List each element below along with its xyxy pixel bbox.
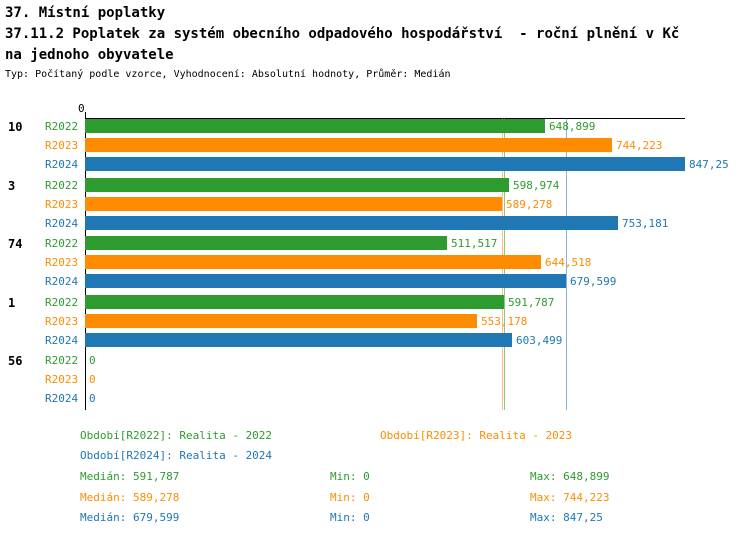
series-label-r2023: R2023 <box>45 198 79 211</box>
bar-r2022 <box>85 236 447 250</box>
value-label-r2022: 598,974 <box>513 179 560 192</box>
stat-max: Max: 648,899 <box>530 470 610 483</box>
series-label-r2022: R2022 <box>45 354 79 367</box>
series-label-r2023: R2023 <box>45 315 79 328</box>
legend-item-1: Období[R2022]: Realita - 2022 <box>80 429 273 442</box>
value-label-r2022: 591,787 <box>508 296 555 309</box>
bar-r2022 <box>85 119 545 133</box>
series-label-r2023: R2023 <box>45 373 79 386</box>
value-label-r2024: 603,499 <box>516 334 563 347</box>
series-label-r2023: R2023 <box>45 139 79 152</box>
stat-median: Medián: 591,787 <box>80 470 180 483</box>
stat-max: Max: 847,25 <box>530 511 603 524</box>
value-label-r2023: 644,518 <box>545 256 592 269</box>
x-axis-zero-label: 0 <box>78 102 85 115</box>
category-label: 1 <box>8 296 16 310</box>
series-label-r2022: R2022 <box>45 237 79 250</box>
legend-item-3: Období[R2024]: Realita - 2024 <box>80 449 273 462</box>
value-label-r2024: 847,25 <box>689 158 729 171</box>
category-label: 10 <box>8 120 23 134</box>
bar-r2024 <box>85 157 685 171</box>
value-label-r2023: 744,223 <box>616 139 663 152</box>
median-line-r2024 <box>566 118 567 410</box>
value-label-r2022: 648,899 <box>549 120 596 133</box>
series-label-r2024: R2024 <box>45 392 79 405</box>
value-label-r2024: 679,599 <box>570 275 617 288</box>
bar-r2022 <box>85 178 509 192</box>
series-label-r2022: R2022 <box>45 179 79 192</box>
bar-r2023 <box>85 197 502 211</box>
series-label-r2024: R2024 <box>45 158 79 171</box>
bar-r2024 <box>85 333 512 347</box>
stat-median: Medián: 679,599 <box>80 511 180 524</box>
bar-r2022 <box>85 295 504 309</box>
bar-r2024 <box>85 216 618 230</box>
value-label-r2022: 511,517 <box>451 237 498 250</box>
value-label-r2024: 753,181 <box>622 217 669 230</box>
bar-chart: 0 10 R2022 648,899 R2023 744,223 R2024 847,25 3 R… <box>8 102 729 410</box>
category-label: 3 <box>8 179 16 193</box>
series-label-r2022: R2022 <box>45 296 79 309</box>
category-label: 74 <box>8 237 23 251</box>
value-label-r2023: 553,178 <box>481 315 528 328</box>
report-meta: Typ: Počítaný podle vzorce, Vyhodnocení:… <box>5 69 451 80</box>
legend-item-2: Období[R2023]: Realita - 2023 <box>380 429 573 442</box>
report-subtitle-line2: na jednoho obyvatele <box>5 47 174 63</box>
value-label-r2023: 589,278 <box>506 198 553 211</box>
bar-r2023 <box>85 314 477 328</box>
report-subtitle-line1: 37.11.2 Poplatek za systém obecního odpa… <box>5 26 680 42</box>
series-label-r2022: R2022 <box>45 120 79 133</box>
report-title: 37. Místní poplatky <box>5 5 166 21</box>
stat-min: Min: 0 <box>330 511 370 524</box>
stat-min: Min: 0 <box>330 470 370 483</box>
stat-median: Medián: 589,278 <box>80 491 180 504</box>
stat-max: Max: 744,223 <box>530 491 610 504</box>
bar-r2024 <box>85 274 566 288</box>
bar-r2023 <box>85 255 541 269</box>
stat-min: Min: 0 <box>330 491 370 504</box>
series-label-r2024: R2024 <box>45 275 79 288</box>
series-label-r2024: R2024 <box>45 334 79 347</box>
x-axis-line <box>85 118 685 119</box>
bar-r2023 <box>85 138 612 152</box>
category-label: 56 <box>8 354 23 368</box>
value-label-r2022: 0 <box>89 354 96 367</box>
series-label-r2024: R2024 <box>45 217 79 230</box>
value-label-r2024: 0 <box>89 392 96 405</box>
series-label-r2023: R2023 <box>45 256 79 269</box>
value-label-r2023: 0 <box>89 373 96 386</box>
